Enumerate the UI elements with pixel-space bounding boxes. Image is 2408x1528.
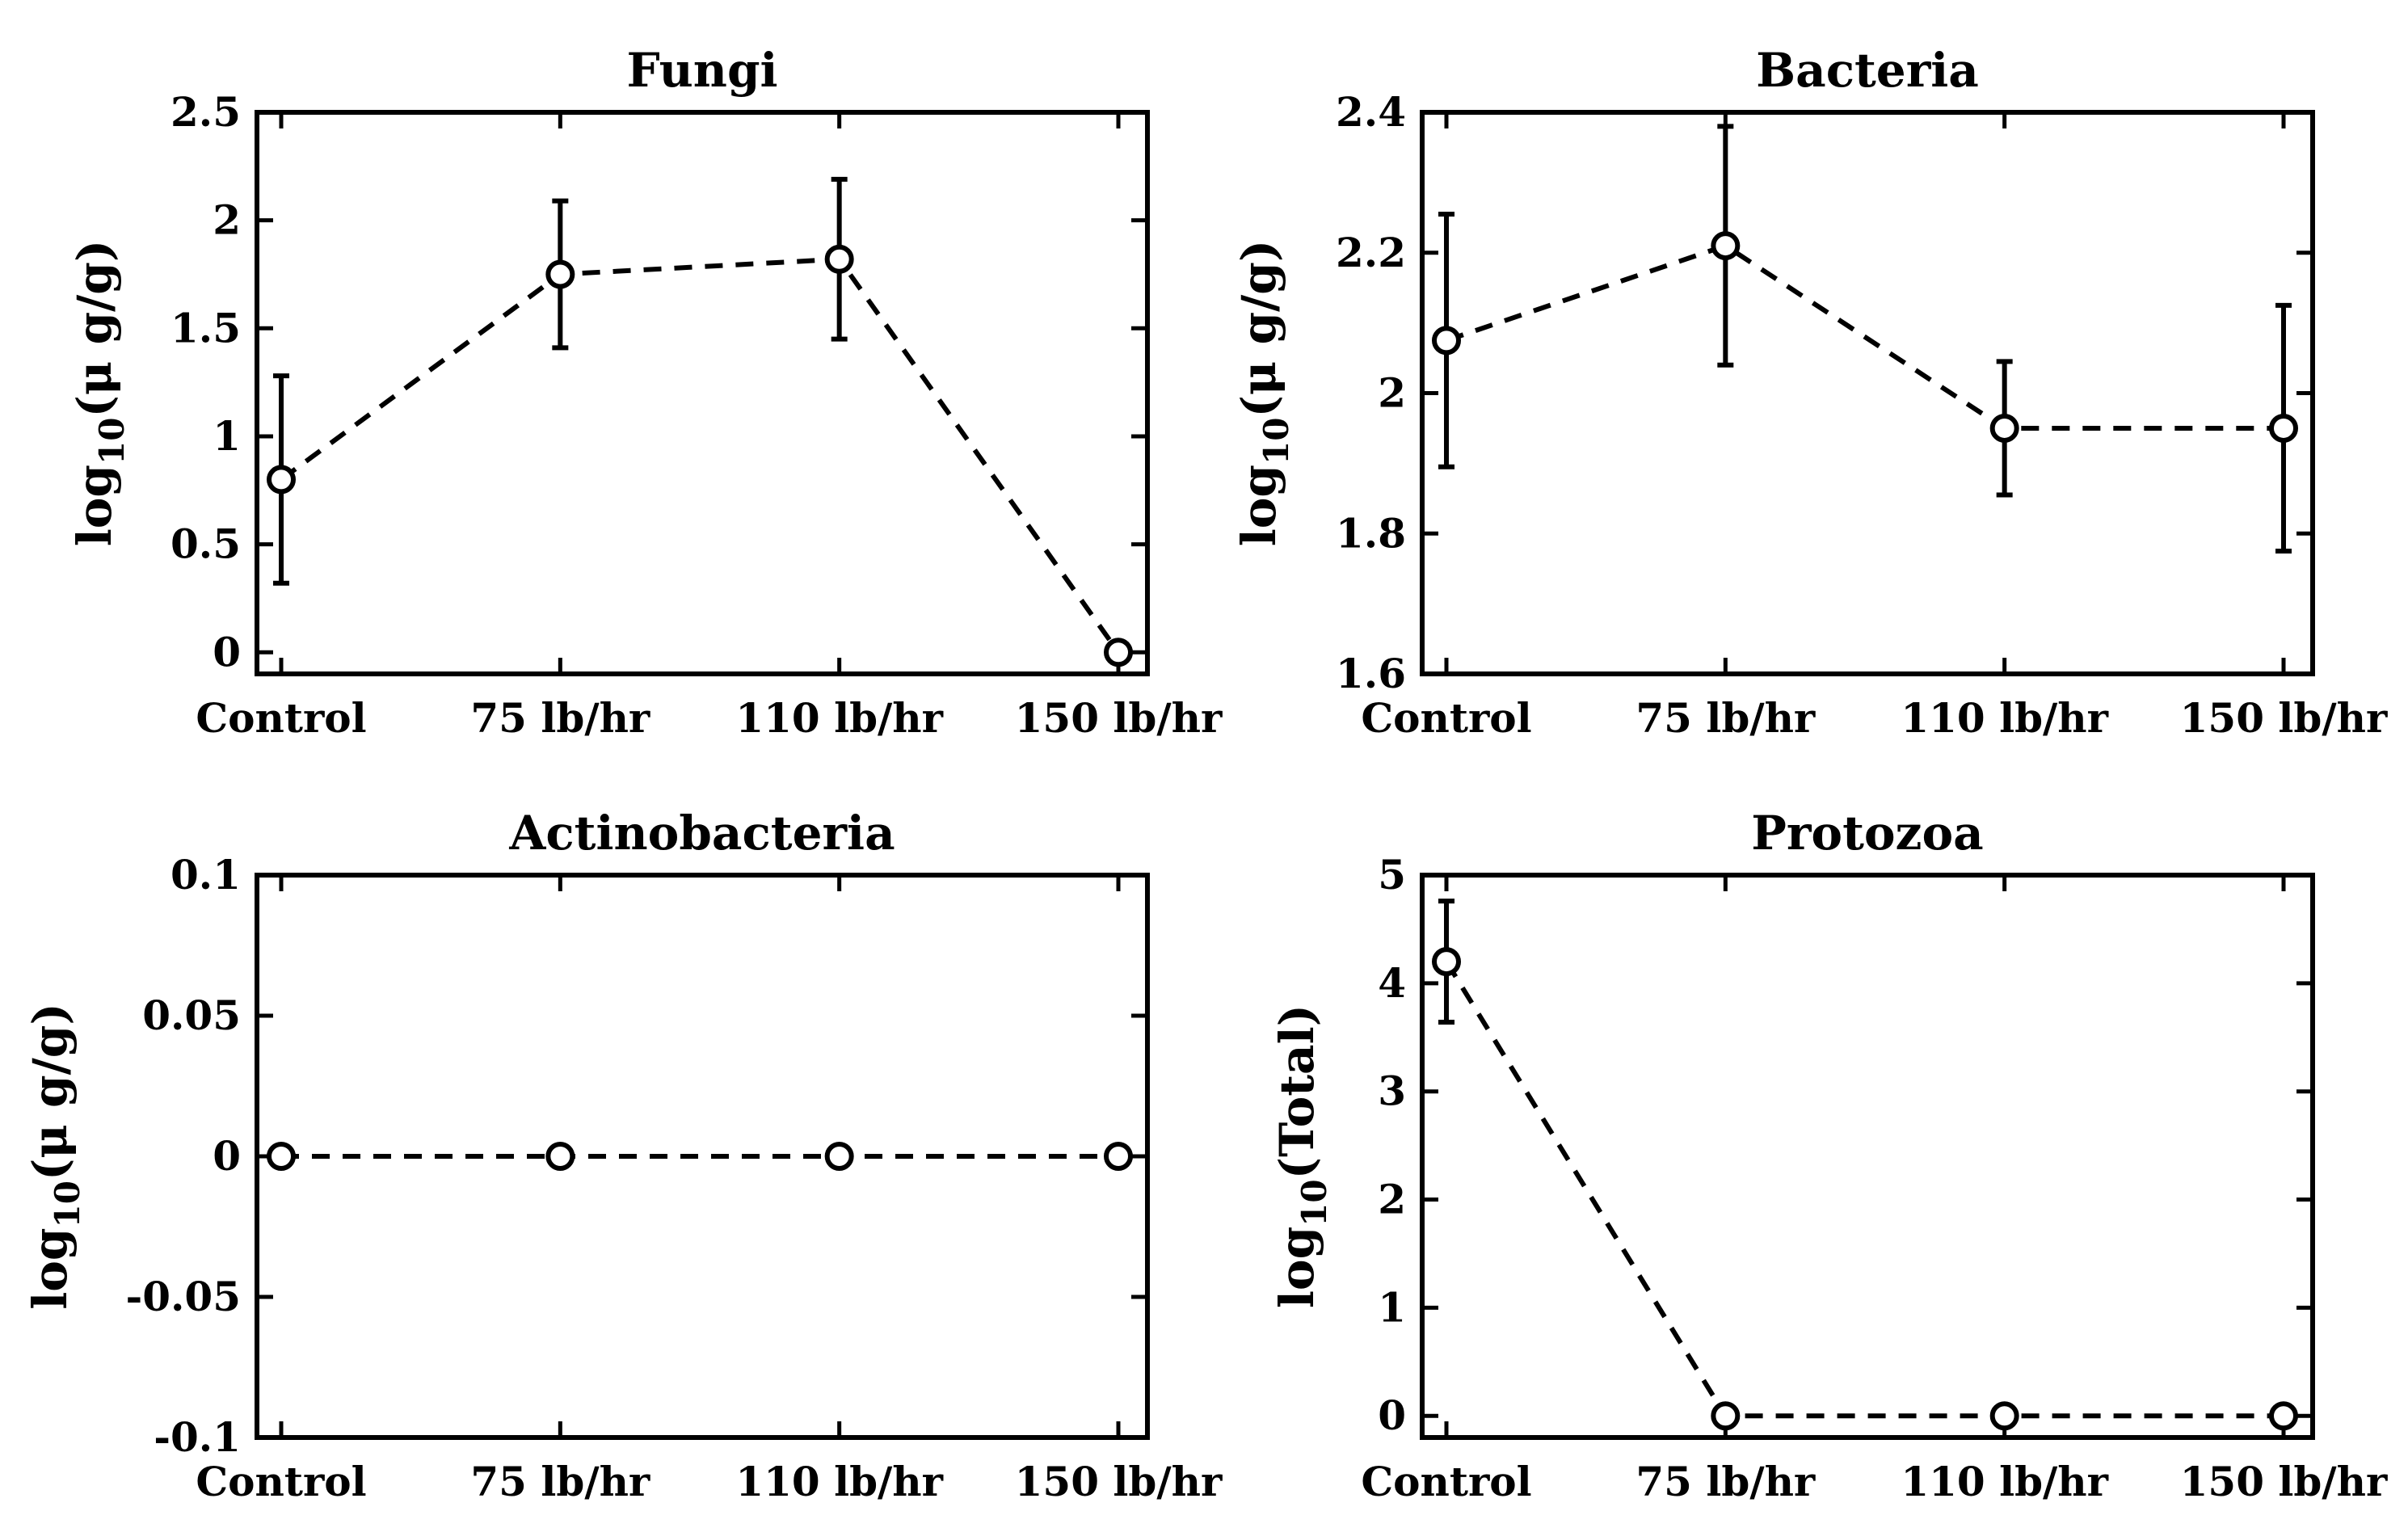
x-tick-label: 150 lb/hr	[2180, 694, 2388, 742]
y-tick-label: 1	[1378, 1283, 1406, 1331]
y-tick-label: 0	[213, 1132, 241, 1180]
y-tick-label: 1.6	[1336, 650, 1406, 697]
y-tick-label: 2	[1378, 369, 1406, 417]
y-tick-label: 2.5	[170, 88, 241, 136]
y-tick-label: 0	[1378, 1391, 1406, 1439]
data-point	[545, 259, 575, 289]
data-point	[2269, 1401, 2298, 1431]
y-tick-label: -0.1	[154, 1413, 241, 1461]
y-tick-label: 1.5	[170, 304, 241, 351]
data-point	[545, 1142, 575, 1171]
x-tick-label: 150 lb/hr	[1015, 1458, 1223, 1505]
y-axis-label: log10(μ g/g)	[23, 1003, 87, 1310]
data-point	[1711, 1401, 1741, 1431]
x-tick-label: 75 lb/hr	[1636, 1458, 1816, 1505]
series-line	[1446, 242, 2284, 431]
series-line	[1444, 960, 2284, 1419]
y-tick-label: 0.5	[170, 520, 241, 568]
x-tick-label: 110 lb/hr	[735, 1458, 943, 1505]
x-tick-label: 75 lb/hr	[470, 1458, 650, 1505]
x-tick-label: 150 lb/hr	[2180, 1458, 2388, 1505]
x-tick-label: 75 lb/hr	[1636, 694, 1816, 742]
axes-frame	[1420, 110, 2315, 676]
y-tick-label: 2	[1378, 1176, 1406, 1223]
axes-frame	[255, 110, 1150, 676]
x-tick-label: 110 lb/hr	[1901, 694, 2108, 742]
chart-panel-3: Actinobacteria -0.1 -0.05 0 0.05 0.1 Control 75…	[23, 806, 1223, 1505]
y-tick-label: 2.4	[1336, 88, 1406, 136]
axes-frame	[1420, 873, 2315, 1440]
data-point	[824, 1142, 854, 1171]
y-tick-label: 1	[213, 412, 241, 460]
y-tick-label: 4	[1378, 959, 1406, 1007]
y-tick-label: 5	[1378, 851, 1406, 899]
chart-panel-4: Protozoa 0 1 2 3 4 5 Control 75 lb/hr 110 lb/hr 15…	[1269, 806, 2388, 1505]
x-tick-label: 110 lb/hr	[1901, 1458, 2108, 1505]
y-tick-label: 2	[213, 196, 241, 244]
x-tick-label: 110 lb/hr	[735, 694, 943, 742]
y-tick-label: 0.1	[170, 851, 241, 899]
data-point	[267, 465, 296, 495]
y-tick-label: 2.2	[1336, 229, 1406, 276]
data-point	[267, 1142, 296, 1171]
y-tick-label: 0.05	[142, 991, 241, 1039]
y-axis-label: log10(Total)	[1269, 1004, 1334, 1308]
chart-title: Actinobacteria	[508, 806, 895, 861]
chart-panel-1: Fungi 0 0.5 1 1.5 2 2.5 Control 75 lb/hr 110 lb/h…	[67, 43, 1223, 742]
chart-title: Protozoa	[1751, 806, 1984, 861]
x-tick-label: Control	[1361, 694, 1531, 742]
data-point	[1104, 1142, 1133, 1171]
data-point	[1432, 326, 1461, 356]
x-tick-label: Control	[196, 1458, 366, 1505]
data-point	[1432, 947, 1461, 977]
chart-title: Bacteria	[1756, 43, 1979, 98]
data-point	[1711, 231, 1741, 261]
data-point	[1104, 638, 1133, 667]
x-tick-label: 75 lb/hr	[470, 694, 650, 742]
series-line	[280, 256, 1121, 655]
data-point	[824, 244, 854, 274]
x-tick-label: Control	[1361, 1458, 1531, 1505]
data-point	[2269, 413, 2298, 443]
x-tick-label: 150 lb/hr	[1015, 694, 1223, 742]
y-tick-label: 1.8	[1336, 509, 1406, 557]
y-axis-label: log10(μ g/g)	[1231, 240, 1296, 547]
data-point	[1989, 1401, 2019, 1431]
y-tick-label: -0.05	[125, 1273, 241, 1320]
x-tick-label: Control	[196, 694, 366, 742]
data-point	[1989, 413, 2019, 443]
y-tick-label: 0	[213, 628, 241, 676]
y-axis-label: log10(μ g/g)	[67, 240, 132, 547]
y-tick-label: 3	[1378, 1067, 1406, 1115]
chart-panel-2: Bacteria 1.6 1.8 2 2.2 2.4 Control 75 lb/hr 110 …	[1231, 43, 2388, 742]
chart-title: Fungi	[626, 43, 777, 98]
